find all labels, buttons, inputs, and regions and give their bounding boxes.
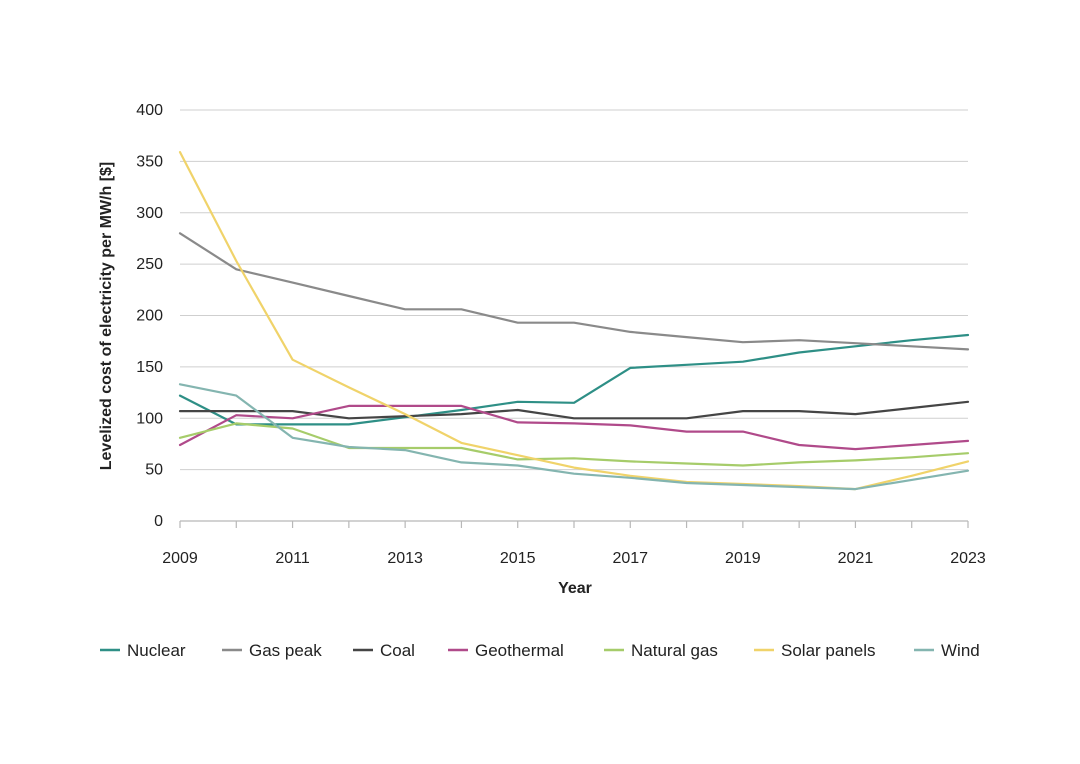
y-tick-label: 250 [136, 256, 163, 273]
y-tick-label: 400 [136, 102, 163, 119]
legend-label-geothermal: Geothermal [475, 641, 564, 660]
x-tick-label: 2013 [387, 550, 423, 567]
legend-label-wind: Wind [941, 641, 980, 660]
x-tick-label: 2015 [500, 550, 536, 567]
y-tick-label: 0 [154, 513, 163, 530]
series-layer [178, 151, 970, 491]
legend: Nuclear Gas peak Coal Geothermal Natural gas… [100, 641, 980, 660]
y-axis-title: Levelized cost of electricity per MW/h [… [98, 162, 115, 471]
y-tick-label: 350 [136, 153, 163, 170]
legend-label-coal: Coal [380, 641, 415, 660]
x-tick-label: 2011 [275, 550, 310, 567]
series-line-coal [178, 400, 970, 420]
y-tick-label: 150 [136, 359, 163, 376]
series-line-geothermal [178, 404, 970, 451]
series-line-natural-gas [178, 422, 970, 467]
y-tick-label: 100 [136, 410, 163, 427]
x-tick-label: 2019 [725, 550, 761, 567]
legend-label-gas-peak: Gas peak [249, 641, 322, 660]
x-tick-label: 2021 [838, 550, 874, 567]
axis-layer: 0 50 100 150 200 250 300 350 400 2009 2011 2013 2015… [136, 102, 986, 567]
x-tick-label: 2023 [950, 550, 986, 567]
series-line-wind [178, 383, 970, 491]
series-line-gas-peak [178, 232, 970, 351]
y-tick-label: 300 [136, 205, 163, 222]
y-tick-label: 50 [145, 462, 163, 479]
grid-layer [180, 109, 968, 471]
legend-label-natural-gas: Natural gas [631, 641, 718, 660]
x-tick-label: 2009 [162, 550, 198, 567]
x-tick-label: 2017 [612, 550, 648, 567]
legend-label-solar-panels: Solar panels [781, 641, 876, 660]
series-line-nuclear [178, 333, 970, 426]
legend-label-nuclear: Nuclear [127, 641, 186, 660]
y-tick-label: 200 [136, 308, 163, 325]
x-axis-title: Year [558, 580, 592, 597]
